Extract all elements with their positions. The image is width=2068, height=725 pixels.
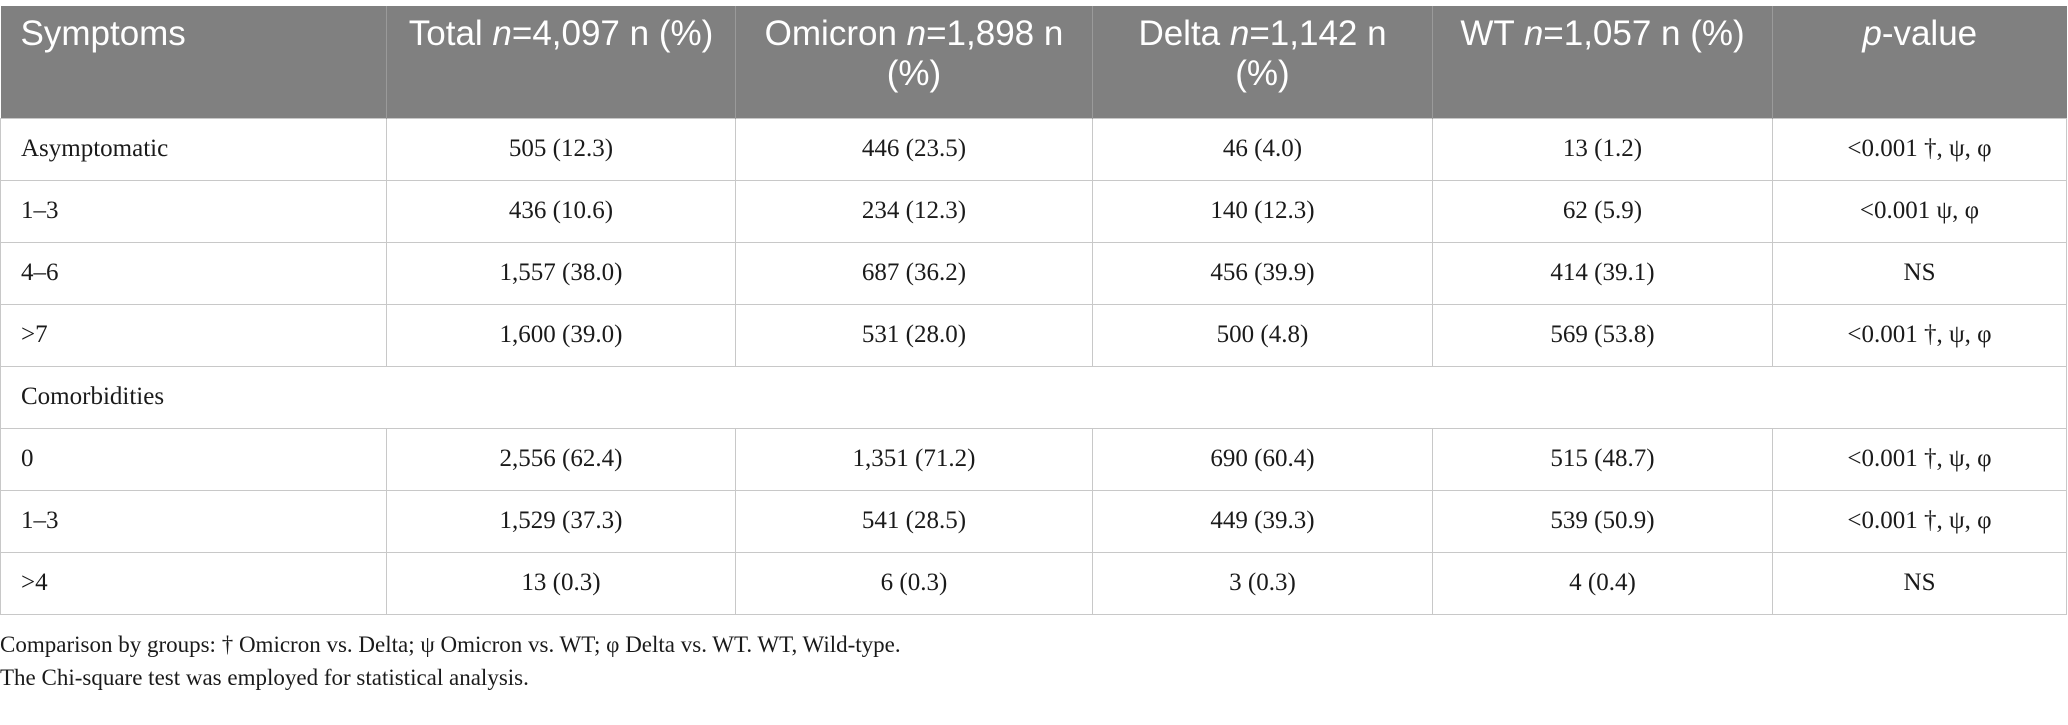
section-label: Comorbidities xyxy=(0,365,2067,429)
cell-total: 13 (0.3) xyxy=(386,551,736,615)
cell-total: 2,556 (62.4) xyxy=(386,427,736,491)
cell-p-value: NS xyxy=(1772,551,2067,615)
row-label: 1–3 xyxy=(0,489,387,553)
table-row: >4 13 (0.3) 6 (0.3) 3 (0.3) 4 (0.4) NS xyxy=(0,551,2067,615)
table-row: 4–6 1,557 (38.0) 687 (36.2) 456 (39.9) 4… xyxy=(0,241,2067,305)
cell-wt: 569 (53.8) xyxy=(1432,303,1773,367)
cell-wt: 414 (39.1) xyxy=(1432,241,1773,305)
table-footnotes: Comparison by groups: † Omicron vs. Delt… xyxy=(0,628,901,694)
table-row: >7 1,600 (39.0) 531 (28.0) 500 (4.8) 569… xyxy=(0,303,2067,367)
table-row: Asymptomatic 505 (12.3) 446 (23.5) 46 (4… xyxy=(0,117,2067,181)
section-row-comorbidities: Comorbidities xyxy=(0,365,2067,429)
cell-omicron: 687 (36.2) xyxy=(735,241,1093,305)
cell-omicron: 541 (28.5) xyxy=(735,489,1093,553)
cell-p-value: NS xyxy=(1772,241,2067,305)
cell-omicron: 446 (23.5) xyxy=(735,117,1093,181)
header-wt: WT n=1,057 n (%) xyxy=(1432,6,1773,118)
row-label: 0 xyxy=(0,427,387,491)
cell-total: 1,529 (37.3) xyxy=(386,489,736,553)
cell-p-value: <0.001 †, ψ, φ xyxy=(1772,303,2067,367)
cell-delta: 46 (4.0) xyxy=(1092,117,1433,181)
cell-delta: 690 (60.4) xyxy=(1092,427,1433,491)
row-label: Asymptomatic xyxy=(0,117,387,181)
row-label: 4–6 xyxy=(0,241,387,305)
table-row: 1–3 436 (10.6) 234 (12.3) 140 (12.3) 62 … xyxy=(0,179,2067,243)
footnote-comparison-groups: Comparison by groups: † Omicron vs. Delt… xyxy=(0,632,901,657)
cell-total: 505 (12.3) xyxy=(386,117,736,181)
cell-total: 436 (10.6) xyxy=(386,179,736,243)
header-omicron: Omicron n=1,898 n (%) xyxy=(735,6,1093,118)
table-row: 0 2,556 (62.4) 1,351 (71.2) 690 (60.4) 5… xyxy=(0,427,2067,491)
cell-omicron: 234 (12.3) xyxy=(735,179,1093,243)
header-p-value: p-value xyxy=(1772,6,2067,118)
cell-delta: 3 (0.3) xyxy=(1092,551,1433,615)
cell-omicron: 6 (0.3) xyxy=(735,551,1093,615)
header-total: Total n=4,097 n (%) xyxy=(386,6,736,118)
cell-p-value: <0.001 †, ψ, φ xyxy=(1772,489,2067,553)
cell-delta: 140 (12.3) xyxy=(1092,179,1433,243)
cell-p-value: <0.001 †, ψ, φ xyxy=(1772,427,2067,491)
cell-delta: 449 (39.3) xyxy=(1092,489,1433,553)
cell-omicron: 531 (28.0) xyxy=(735,303,1093,367)
footnote-statistical-test: The Chi-square test was employed for sta… xyxy=(0,665,529,690)
row-label: 1–3 xyxy=(0,179,387,243)
row-label: >4 xyxy=(0,551,387,615)
cell-total: 1,557 (38.0) xyxy=(386,241,736,305)
cell-wt: 539 (50.9) xyxy=(1432,489,1773,553)
cell-p-value: <0.001 ψ, φ xyxy=(1772,179,2067,243)
header-delta: Delta n=1,142 n (%) xyxy=(1092,6,1433,118)
cell-wt: 13 (1.2) xyxy=(1432,117,1773,181)
cell-omicron: 1,351 (71.2) xyxy=(735,427,1093,491)
cell-delta: 456 (39.9) xyxy=(1092,241,1433,305)
cell-total: 1,600 (39.0) xyxy=(386,303,736,367)
cell-wt: 62 (5.9) xyxy=(1432,179,1773,243)
table-row: 1–3 1,529 (37.3) 541 (28.5) 449 (39.3) 5… xyxy=(0,489,2067,553)
cell-delta: 500 (4.8) xyxy=(1092,303,1433,367)
header-row: Symptoms Total n=4,097 n (%) Omicron n=1… xyxy=(0,6,2067,118)
cell-p-value: <0.001 †, ψ, φ xyxy=(1772,117,2067,181)
row-label: >7 xyxy=(0,303,387,367)
cell-wt: 4 (0.4) xyxy=(1432,551,1773,615)
symptoms-comorbidities-table: Symptoms Total n=4,097 n (%) Omicron n=1… xyxy=(0,6,2067,615)
header-symptoms: Symptoms xyxy=(0,6,387,118)
cell-wt: 515 (48.7) xyxy=(1432,427,1773,491)
data-table-container: Symptoms Total n=4,097 n (%) Omicron n=1… xyxy=(0,6,2067,615)
